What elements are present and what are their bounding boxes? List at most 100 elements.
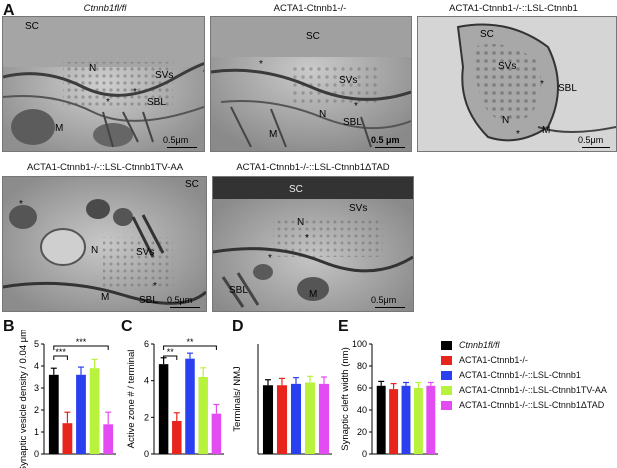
bar xyxy=(158,364,169,454)
em1-label-sbl: SBL xyxy=(147,97,166,108)
em-title-1: Ctnnb1fl/fl xyxy=(83,3,127,14)
legend-label-lsl: ACTA1-Ctnnb1-/-::LSL-Ctnnb1 xyxy=(459,370,581,380)
em4-label-svs: SVs xyxy=(136,247,155,258)
y-axis-label: Terminals/ NMJ xyxy=(232,366,243,432)
legend-swatch-ko xyxy=(441,356,452,365)
em1-scale-bar xyxy=(167,147,197,148)
bar xyxy=(172,421,182,454)
bar xyxy=(376,385,386,454)
bar xyxy=(76,374,86,454)
em3-label-sc: SC xyxy=(480,29,494,40)
legend-swatch-tvaa xyxy=(441,386,452,395)
em4-scale-label: 0.5μm xyxy=(167,295,193,305)
chart-d: Terminals/ NMJ xyxy=(232,344,332,455)
bar xyxy=(185,358,195,454)
em5-scale-bar xyxy=(375,307,405,308)
y-axis-label: Synaptic vesicle density / 0.04 μm² xyxy=(18,330,29,468)
significance-bracket xyxy=(53,345,109,350)
legend-swatch-ctrl xyxy=(441,341,452,350)
legend-swatch-lsl xyxy=(441,371,452,380)
y-tick-label: 20 xyxy=(357,427,367,437)
em2-label-m: M xyxy=(269,129,278,140)
bar xyxy=(211,413,222,454)
em-texture-2 xyxy=(211,17,411,151)
em-texture-3 xyxy=(418,17,616,151)
significance-bracket xyxy=(53,355,68,360)
em5-asterisk-b: * xyxy=(268,253,272,264)
bar xyxy=(276,385,288,454)
bar xyxy=(262,385,274,454)
em5-label-sbl: SBL xyxy=(229,285,248,296)
legend-label-ko: ACTA1-Ctnnb1-/- xyxy=(459,355,528,365)
em-micrograph-1: SC N SVs SBL M * * 0.5μm xyxy=(2,16,205,152)
panel-letter-d: D xyxy=(232,318,244,335)
em-title-4: ACTA1-Ctnnb1-/-::LSL-Ctnnb1TV-AA xyxy=(26,162,184,173)
em4-label-sbl: SBL xyxy=(139,295,158,306)
em3-asterisk-b: * xyxy=(516,129,520,140)
bar xyxy=(290,383,302,454)
legend-label-tvaa: ACTA1-Ctnnb1-/-::LSL-Ctnnb1TV-AA xyxy=(459,385,607,395)
em2-scale-label: 0.5 μm xyxy=(371,135,400,145)
chart-b: 0 1 2 3 4 5 Synaptic vesicle density / 0.04 μm… xyxy=(18,330,116,468)
em2-label-n: N xyxy=(319,109,327,120)
significance-bracket xyxy=(163,345,217,350)
y-tick-label: 4 xyxy=(34,361,39,371)
bar xyxy=(318,383,330,454)
bar xyxy=(304,382,316,454)
bar xyxy=(103,424,114,454)
significance-label: *** xyxy=(76,337,87,347)
em2-asterisk-a: * xyxy=(259,59,263,70)
em3-asterisk-a: * xyxy=(540,79,544,90)
em-title-3: ACTA1-Ctnnb1-/-::LSL-Ctnnb1 xyxy=(449,3,578,14)
em2-asterisk-b: * xyxy=(354,101,358,112)
em-title-2: ACTA1-Ctnnb1-/- xyxy=(273,3,347,14)
em1-scale-label: 0.5μm xyxy=(163,135,189,145)
em-micrograph-4: SC N SVs SBL M * * 0.5μm xyxy=(2,176,207,312)
y-tick-label: 1 xyxy=(34,427,39,437)
em5-label-n: N xyxy=(297,217,305,228)
bar xyxy=(48,374,59,454)
em4-asterisk-a: * xyxy=(19,199,23,210)
bar xyxy=(401,385,411,454)
em3-label-sbl: SBL xyxy=(558,83,577,94)
y-tick-label: 100 xyxy=(352,339,367,349)
y-tick-label: 2 xyxy=(34,405,39,415)
em3-label-svs: SVs xyxy=(498,61,517,72)
legend-swatch-dtad xyxy=(441,401,452,410)
em1-asterisk-a: * xyxy=(106,97,110,108)
y-tick-label: 5 xyxy=(34,339,39,349)
em4-asterisk-b: * xyxy=(153,281,157,292)
em1-label-n: N xyxy=(89,63,97,74)
em-texture-1 xyxy=(3,17,204,151)
em4-label-n: N xyxy=(91,245,99,256)
em-micrograph-3: SC SVs SBL N M * * 0.5μm xyxy=(417,16,617,152)
y-tick-label: 6 xyxy=(144,339,149,349)
bar xyxy=(413,388,423,454)
em-micrograph-2: SC N SVs SBL M * * 0.5 μm xyxy=(210,16,412,152)
em-texture-4 xyxy=(3,177,206,311)
em3-label-m: M xyxy=(542,125,551,136)
bar xyxy=(198,377,208,454)
significance-label: ** xyxy=(167,347,175,357)
em-title-5: ACTA1-Ctnnb1-/-::LSL-Ctnnb1ΔTAD xyxy=(236,162,390,173)
bar xyxy=(89,368,100,454)
legend-label-ctrl: Ctnnb1fl/fl xyxy=(459,340,500,350)
legend-label-dtad: ACTA1-Ctnnb1-/-::LSL-Ctnnb1ΔTAD xyxy=(459,400,605,410)
em1-asterisk-b: * xyxy=(133,87,137,98)
em4-scale-bar xyxy=(170,307,200,308)
y-tick-label: 0 xyxy=(34,449,39,459)
y-tick-label: 2 xyxy=(144,412,149,422)
bar xyxy=(389,389,399,454)
significance-label: ** xyxy=(186,337,194,347)
panel-letter-b: B xyxy=(3,318,15,335)
panel-letter-e: E xyxy=(338,318,349,335)
em2-scale-bar xyxy=(375,147,405,148)
significance-label: *** xyxy=(55,347,66,357)
em-micrograph-5: SC SVs N SBL M * * 0.5μm xyxy=(212,176,414,312)
em-texture-5 xyxy=(213,177,413,311)
panel-letter-c: C xyxy=(121,318,133,335)
em1-label-sc: SC xyxy=(25,21,39,32)
em1-label-m: M xyxy=(55,123,64,134)
em4-label-sc: SC xyxy=(185,179,199,190)
